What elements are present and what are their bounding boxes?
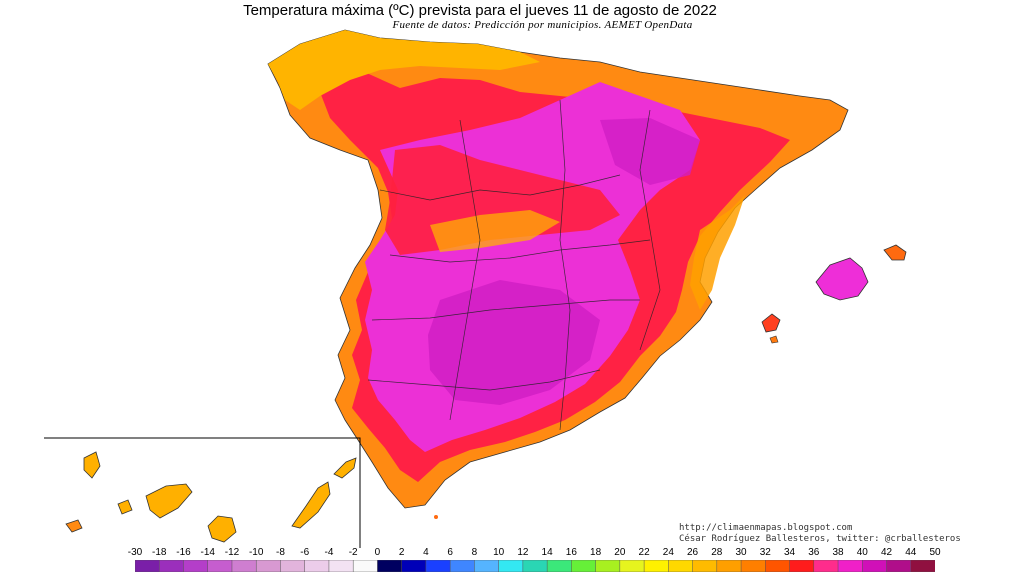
- legend-swatch-25: [740, 560, 766, 572]
- legend-label: 30: [735, 547, 747, 558]
- legend-swatch-22: [668, 560, 694, 572]
- canary-inset-frame: [44, 437, 361, 548]
- legend-label: -4: [324, 547, 334, 558]
- credits-url: http://climaenmapas.blogspot.com: [679, 523, 853, 533]
- legend-label: -18: [152, 547, 167, 558]
- legend-label: 18: [590, 547, 602, 558]
- legend-label: 6: [447, 547, 453, 558]
- legend-swatch-12: [425, 560, 451, 572]
- legend-swatch-1: [158, 560, 185, 572]
- island-gran-canaria: [207, 515, 237, 543]
- zone-east-coast-orange: [690, 195, 745, 310]
- legend-label: -2: [348, 547, 358, 558]
- legend-label: -16: [176, 547, 191, 558]
- island-tenerife: [145, 483, 193, 519]
- island-ibiza: [761, 313, 781, 333]
- legend-label: 0: [374, 547, 381, 558]
- zone-very-hot-ebro: [600, 118, 700, 185]
- legend-swatch-15: [498, 560, 524, 572]
- legend-labels: -30 -18 -16 -14 -12 -10 -8 -6 -4 -2 0 2 4 6 8 10 12 14 16 1…: [120, 547, 950, 559]
- region-borders: [367, 99, 661, 431]
- island-menorca: [883, 244, 907, 261]
- legend-swatch-14: [474, 560, 500, 572]
- zone-very-hot-center: [428, 280, 600, 405]
- legend-label: 2: [398, 547, 405, 558]
- legend-swatch-4: [231, 560, 257, 572]
- zone-north-orange: [430, 210, 560, 252]
- legend-swatch-23: [692, 560, 718, 572]
- legend-label: 42: [880, 547, 893, 558]
- legend-swatch-20: [619, 560, 645, 572]
- ceuta-dot: [434, 515, 438, 519]
- legend-swatch-29: [837, 560, 863, 572]
- legend-swatch-11: [401, 560, 427, 572]
- legend-swatch-19: [595, 560, 621, 572]
- legend-label: -8: [276, 547, 285, 558]
- legend-swatch-24: [716, 560, 742, 572]
- legend-swatch-31: [886, 560, 912, 572]
- legend-label: 20: [614, 547, 626, 558]
- legend-label: 26: [687, 547, 699, 558]
- credits-author: César Rodríguez Ballesteros, twitter: @c…: [679, 534, 961, 544]
- legend-label: 24: [662, 547, 674, 558]
- legend-label: 14: [541, 547, 553, 558]
- legend-swatch-8: [328, 560, 354, 572]
- legend-swatch-28: [813, 560, 839, 572]
- legend-swatch-6: [280, 560, 306, 572]
- legend-swatch-0: [135, 560, 160, 572]
- legend-swatch-17: [546, 560, 572, 572]
- legend-label: 50: [929, 547, 941, 558]
- legend-swatch-7: [304, 560, 330, 572]
- island-mallorca: [815, 257, 869, 301]
- legend-swatch-16: [522, 560, 548, 572]
- canary-islands: [65, 451, 357, 543]
- legend-swatch-5: [255, 560, 281, 572]
- legend-label: 28: [711, 547, 723, 558]
- legend-label: 34: [783, 547, 796, 558]
- legend-label: 4: [423, 547, 429, 558]
- legend-label: 12: [517, 547, 529, 558]
- legend-label: 40: [856, 547, 868, 558]
- island-formentera: [769, 335, 779, 344]
- island-la-palma: [83, 451, 101, 479]
- legend-swatch-10: [377, 560, 403, 572]
- island-lanzarote: [333, 457, 357, 479]
- legend-swatch-21: [643, 560, 669, 572]
- legend-label: -10: [248, 547, 264, 558]
- legend-label: 16: [565, 547, 577, 558]
- legend-label: 38: [832, 547, 844, 558]
- legend-swatch-26: [765, 560, 791, 572]
- legend-label: -6: [300, 547, 310, 558]
- legend-swatch-3: [207, 560, 233, 572]
- legend-swatch-2: [183, 560, 209, 572]
- legend-swatch-13: [449, 560, 475, 572]
- legend-label: 8: [471, 547, 478, 558]
- legend-color-bar: [135, 560, 935, 572]
- island-fuerteventura: [291, 481, 331, 529]
- legend-label: -12: [224, 547, 240, 558]
- legend-label: 36: [808, 547, 820, 558]
- island-el-hierro: [65, 519, 83, 533]
- legend-swatch-32: [910, 560, 935, 572]
- map-subtitle: Fuente de datos: Predicción por municipi…: [392, 19, 693, 31]
- credits: http://climaenmapas.blogspot.com César R…: [679, 523, 961, 545]
- legend-swatch-18: [571, 560, 597, 572]
- legend-label: -14: [200, 547, 215, 558]
- zone-cantabric-amber: [268, 30, 540, 110]
- legend-label: 44: [905, 547, 917, 558]
- legend-label: 10: [493, 547, 505, 558]
- legend-swatch-27: [789, 560, 815, 572]
- legend-label: -30: [127, 547, 143, 558]
- legend-label: 32: [759, 547, 771, 558]
- legend-swatch-9: [352, 560, 378, 572]
- legend-swatch-30: [862, 560, 888, 572]
- legend-label: 22: [638, 547, 650, 558]
- island-la-gomera: [117, 499, 133, 515]
- map-title: Temperatura máxima (ºC) prevista para el…: [243, 2, 717, 19]
